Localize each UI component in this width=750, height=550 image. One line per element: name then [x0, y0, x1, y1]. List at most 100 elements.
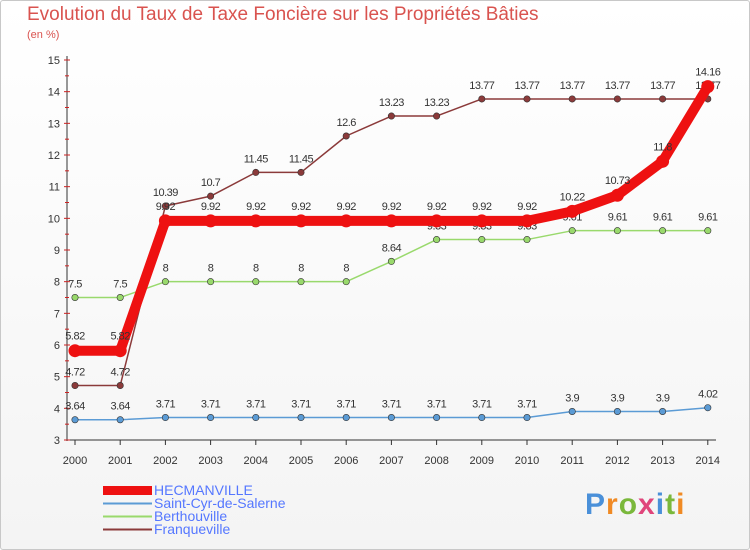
data-label-saint-cyr-de-salerne: 3.71 [517, 399, 537, 411]
logo-letter: x [638, 488, 656, 521]
data-label-hecmanville: 9.92 [427, 201, 447, 213]
x-tick-label: 2011 [560, 455, 584, 467]
data-label-saint-cyr-de-salerne: 3.71 [427, 399, 447, 411]
data-point-franqueville [523, 95, 531, 103]
x-tick-label: 2014 [696, 455, 720, 467]
data-label-hecmanville: 5.82 [110, 331, 130, 343]
data-point-hecmanville [475, 214, 489, 228]
legend-swatch-franqueville [103, 528, 152, 531]
data-label-saint-cyr-de-salerne: 3.71 [246, 399, 266, 411]
y-tick-label: 3 [54, 435, 60, 447]
data-label-franqueville: 11.45 [289, 153, 314, 165]
x-tick-label: 2012 [605, 455, 629, 467]
data-point-berthouville [297, 278, 305, 286]
data-label-hecmanville: 9.92 [336, 201, 356, 213]
data-label-saint-cyr-de-salerne: 3.9 [611, 393, 625, 405]
x-tick-label: 2010 [515, 455, 539, 467]
x-tick-label: 2009 [470, 455, 494, 467]
x-tick-label: 2005 [289, 455, 313, 467]
data-point-saint-cyr-de-salerne [207, 414, 215, 422]
data-point-berthouville [568, 227, 576, 235]
data-label-franqueville: 13.77 [650, 80, 675, 92]
data-point-saint-cyr-de-salerne [568, 407, 576, 415]
logo-letter: t [665, 488, 677, 521]
data-point-berthouville [613, 227, 621, 235]
logo-letter: P [585, 488, 607, 521]
data-point-saint-cyr-de-salerne [523, 414, 531, 422]
data-point-franqueville [478, 95, 486, 103]
x-tick-label: 2002 [153, 455, 177, 467]
data-label-berthouville: 8 [253, 263, 259, 275]
data-point-hecmanville [249, 214, 263, 228]
data-point-hecmanville [158, 214, 172, 228]
data-point-franqueville [659, 95, 667, 103]
data-point-franqueville [71, 382, 79, 390]
data-point-saint-cyr-de-salerne [71, 416, 79, 424]
y-tick-label: 11 [49, 182, 60, 194]
data-point-saint-cyr-de-salerne [613, 407, 621, 415]
data-label-hecmanville: 9.92 [246, 201, 266, 213]
data-point-saint-cyr-de-salerne [116, 416, 124, 424]
data-point-berthouville [252, 278, 260, 286]
data-label-franqueville: 4.72 [110, 367, 130, 379]
data-label-saint-cyr-de-salerne: 3.64 [65, 401, 85, 413]
chart-legend: HECMANVILLE Saint-Cyr-de-Salerne Berthou… [103, 483, 286, 536]
chart-unit-label: (en %) [27, 29, 60, 41]
logo-letter: i [655, 488, 666, 521]
legend-label-berthouville: Berthouville [154, 508, 228, 524]
data-point-berthouville [478, 236, 486, 244]
data-label-saint-cyr-de-salerne: 4.02 [698, 389, 718, 401]
legend-item-berthouville: Berthouville [103, 508, 286, 524]
data-label-hecmanville: 9.92 [472, 201, 492, 213]
data-label-berthouville: 7.5 [113, 279, 127, 291]
data-label-hecmanville: 14.16 [695, 67, 720, 79]
data-label-franqueville: 12.6 [336, 117, 356, 129]
data-label-saint-cyr-de-salerne: 3.71 [291, 399, 311, 411]
legend-swatch-hecmanville [103, 486, 152, 495]
chart-title: Evolution du Taux de Taxe Foncière sur l… [27, 4, 539, 25]
data-label-franqueville: 13.77 [514, 80, 539, 92]
data-label-franqueville: 13.77 [560, 80, 585, 92]
data-label-hecmanville: 10.22 [560, 191, 585, 203]
data-label-hecmanville: 5.82 [65, 331, 85, 343]
data-label-franqueville: 11.45 [244, 153, 269, 165]
data-point-berthouville [161, 278, 169, 286]
logo-letter: o [618, 488, 639, 521]
proxiti-logo: Proxiti [585, 488, 685, 522]
data-point-hecmanville [565, 204, 579, 218]
y-tick-label: 6 [54, 340, 60, 352]
data-point-hecmanville [68, 344, 82, 358]
data-label-hecmanville: 11.8 [653, 141, 672, 153]
data-point-franqueville [297, 168, 305, 176]
data-label-saint-cyr-de-salerne: 3.71 [336, 399, 356, 411]
data-label-berthouville: 8 [208, 263, 214, 275]
data-point-hecmanville [339, 214, 353, 228]
x-tick-label: 2013 [650, 455, 674, 467]
data-point-saint-cyr-de-salerne [387, 414, 395, 422]
data-label-hecmanville: 9.92 [517, 201, 537, 213]
data-label-hecmanville: 10.73 [605, 175, 630, 187]
y-tick-label: 8 [54, 277, 60, 289]
x-tick-label: 2004 [244, 455, 268, 467]
y-tick-label: 4 [54, 403, 60, 415]
data-label-franqueville: 4.72 [65, 367, 85, 379]
data-point-berthouville [116, 293, 124, 301]
x-tick-label: 2008 [424, 455, 448, 467]
data-point-franqueville [433, 112, 441, 120]
x-tick-label: 2001 [108, 455, 132, 467]
data-label-berthouville: 8.64 [382, 242, 402, 254]
data-point-franqueville [161, 202, 169, 210]
data-point-hecmanville [384, 214, 398, 228]
data-label-berthouville: 9.61 [653, 212, 673, 224]
data-label-hecmanville: 9.92 [156, 201, 176, 213]
data-point-berthouville [523, 236, 531, 244]
data-label-franqueville: 13.77 [469, 80, 494, 92]
data-point-hecmanville [204, 214, 218, 228]
y-tick-label: 14 [48, 87, 60, 99]
data-point-saint-cyr-de-salerne [433, 414, 441, 422]
data-label-franqueville: 13.23 [424, 97, 449, 109]
y-tick-label: 15 [48, 55, 60, 67]
data-point-berthouville [704, 227, 712, 235]
